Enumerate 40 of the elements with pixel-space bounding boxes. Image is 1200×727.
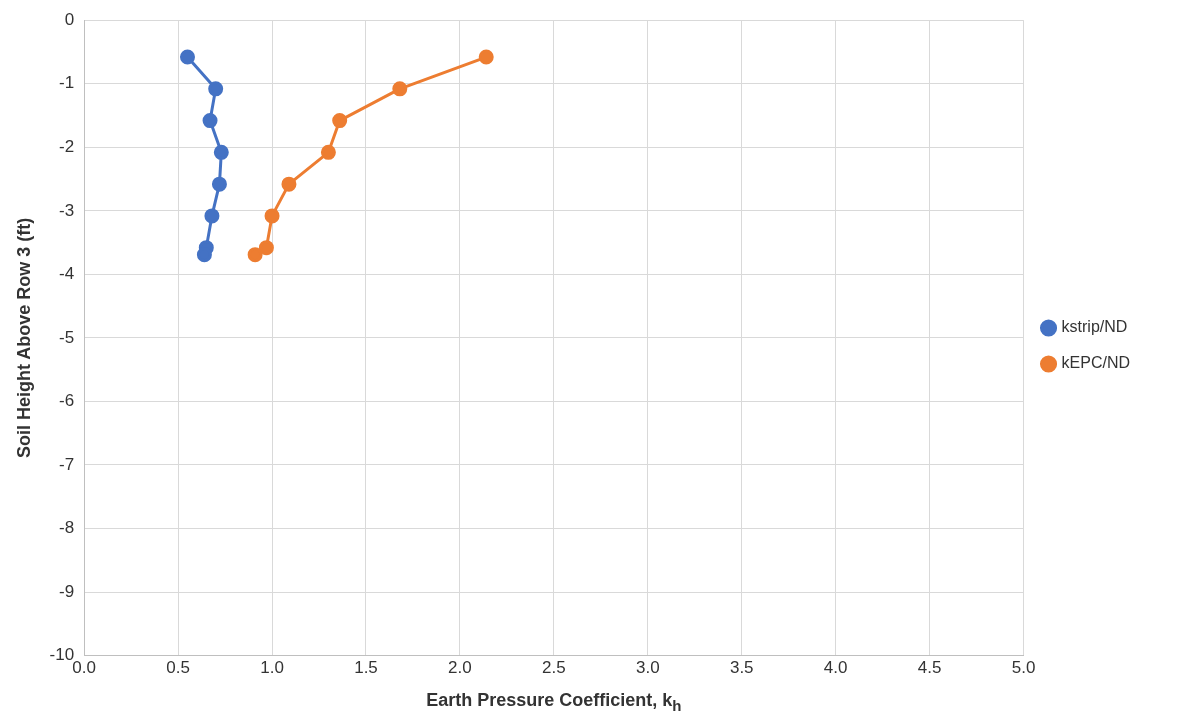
point bbox=[196, 247, 212, 263]
point bbox=[264, 208, 280, 224]
y-tick-label: -2 bbox=[59, 136, 75, 156]
point bbox=[208, 81, 224, 97]
point bbox=[204, 208, 220, 224]
x-tick-label: 2.0 bbox=[448, 658, 472, 678]
point bbox=[392, 81, 408, 97]
x-tick-label: 4.5 bbox=[917, 658, 942, 678]
x-tick-label: 1.0 bbox=[260, 658, 284, 678]
x-tick-label: 2.5 bbox=[542, 658, 566, 678]
x-tick-label: 4.0 bbox=[823, 658, 848, 678]
y-axis-title: Soil Height Above Row 3 (ft) bbox=[13, 217, 34, 459]
x-tick-label: 0.0 bbox=[72, 658, 96, 678]
y-tick-label: -3 bbox=[59, 200, 75, 220]
point bbox=[478, 49, 494, 65]
legend-label: kstrip/ND bbox=[1061, 318, 1128, 336]
y-tick-label: -6 bbox=[59, 391, 75, 411]
x-tick-label: 5.0 bbox=[1011, 658, 1036, 678]
y-tick-label: 0 bbox=[64, 9, 75, 29]
x-tick-label: 3.5 bbox=[729, 658, 754, 678]
point bbox=[281, 176, 297, 192]
y-tick-label: -8 bbox=[59, 518, 75, 538]
x-axis-title: Earth Pressure Coefficient, k$_{h}$ bbox=[425, 689, 683, 714]
point bbox=[213, 144, 229, 160]
y-tick-label: -1 bbox=[59, 73, 75, 93]
y-tick-label: -9 bbox=[59, 581, 75, 601]
point bbox=[320, 144, 336, 160]
point bbox=[211, 176, 227, 192]
point bbox=[332, 113, 348, 129]
y-tick-label: -7 bbox=[59, 454, 75, 474]
y-tick-label: -4 bbox=[59, 264, 75, 284]
x-tick-label: 1.5 bbox=[354, 658, 378, 678]
y-tick-label: -5 bbox=[59, 327, 75, 347]
x-tick-label: 0.5 bbox=[166, 658, 190, 678]
point bbox=[258, 240, 274, 256]
point bbox=[247, 247, 263, 263]
legend-label: kEPC/ND bbox=[1061, 354, 1130, 372]
point bbox=[180, 49, 195, 65]
point bbox=[202, 113, 218, 129]
x-tick-label: 3.0 bbox=[635, 658, 660, 678]
